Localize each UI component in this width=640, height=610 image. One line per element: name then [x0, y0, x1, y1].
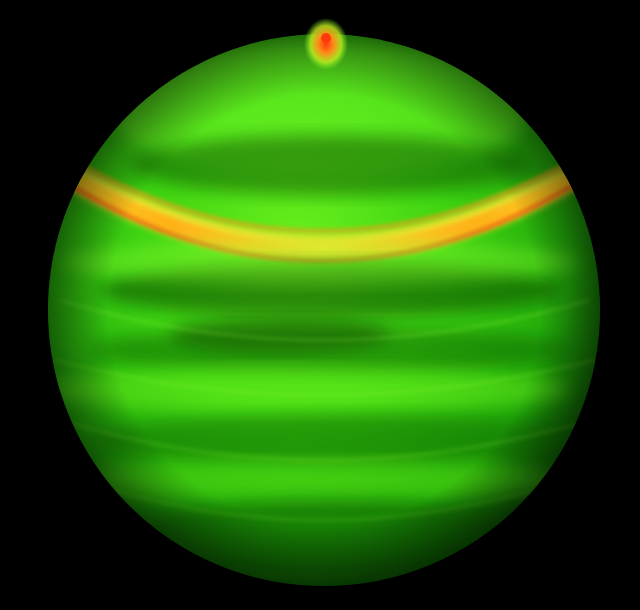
pole-hotspot — [304, 18, 348, 70]
